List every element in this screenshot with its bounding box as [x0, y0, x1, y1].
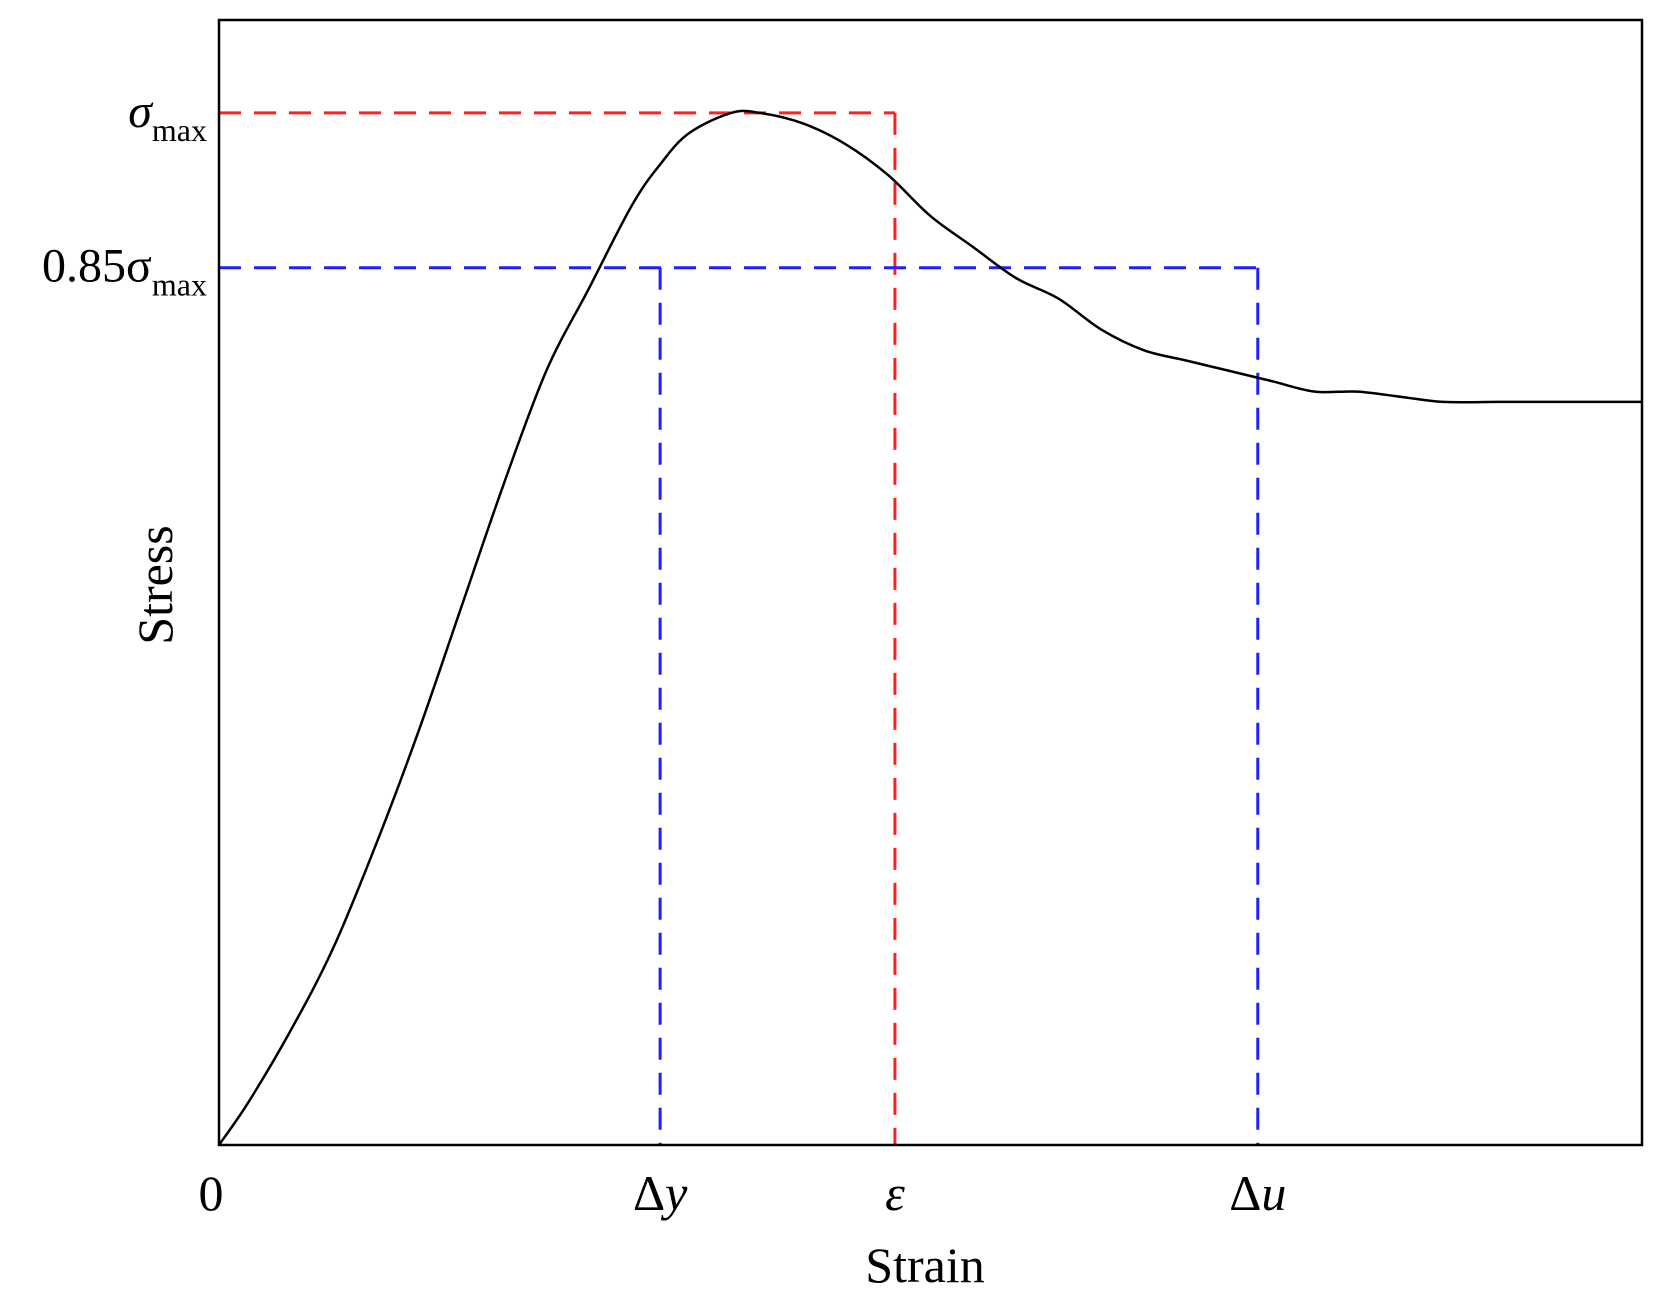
y-tick-label-0: σmax	[128, 85, 207, 148]
x-tick-label-0: 0	[199, 1165, 224, 1221]
x-tick-label-3: Δu	[1229, 1165, 1286, 1221]
plot-frame	[217, 18, 1644, 1147]
stress-strain-curve	[217, 109, 1642, 1146]
x-axis-label: Strain	[865, 1237, 984, 1293]
reference-lines	[219, 111, 1260, 1145]
x-tick-label-2: ε	[885, 1165, 905, 1221]
x-tick-label-1: Δy	[633, 1165, 688, 1221]
y-axis-label: Stress	[127, 525, 183, 644]
y-tick-label-1: 0.85σmax	[42, 240, 207, 303]
y-tick-labels: σmax 0.85σmax	[42, 85, 207, 303]
x-tick-labels: 0 Δy ε Δu	[199, 1165, 1287, 1221]
